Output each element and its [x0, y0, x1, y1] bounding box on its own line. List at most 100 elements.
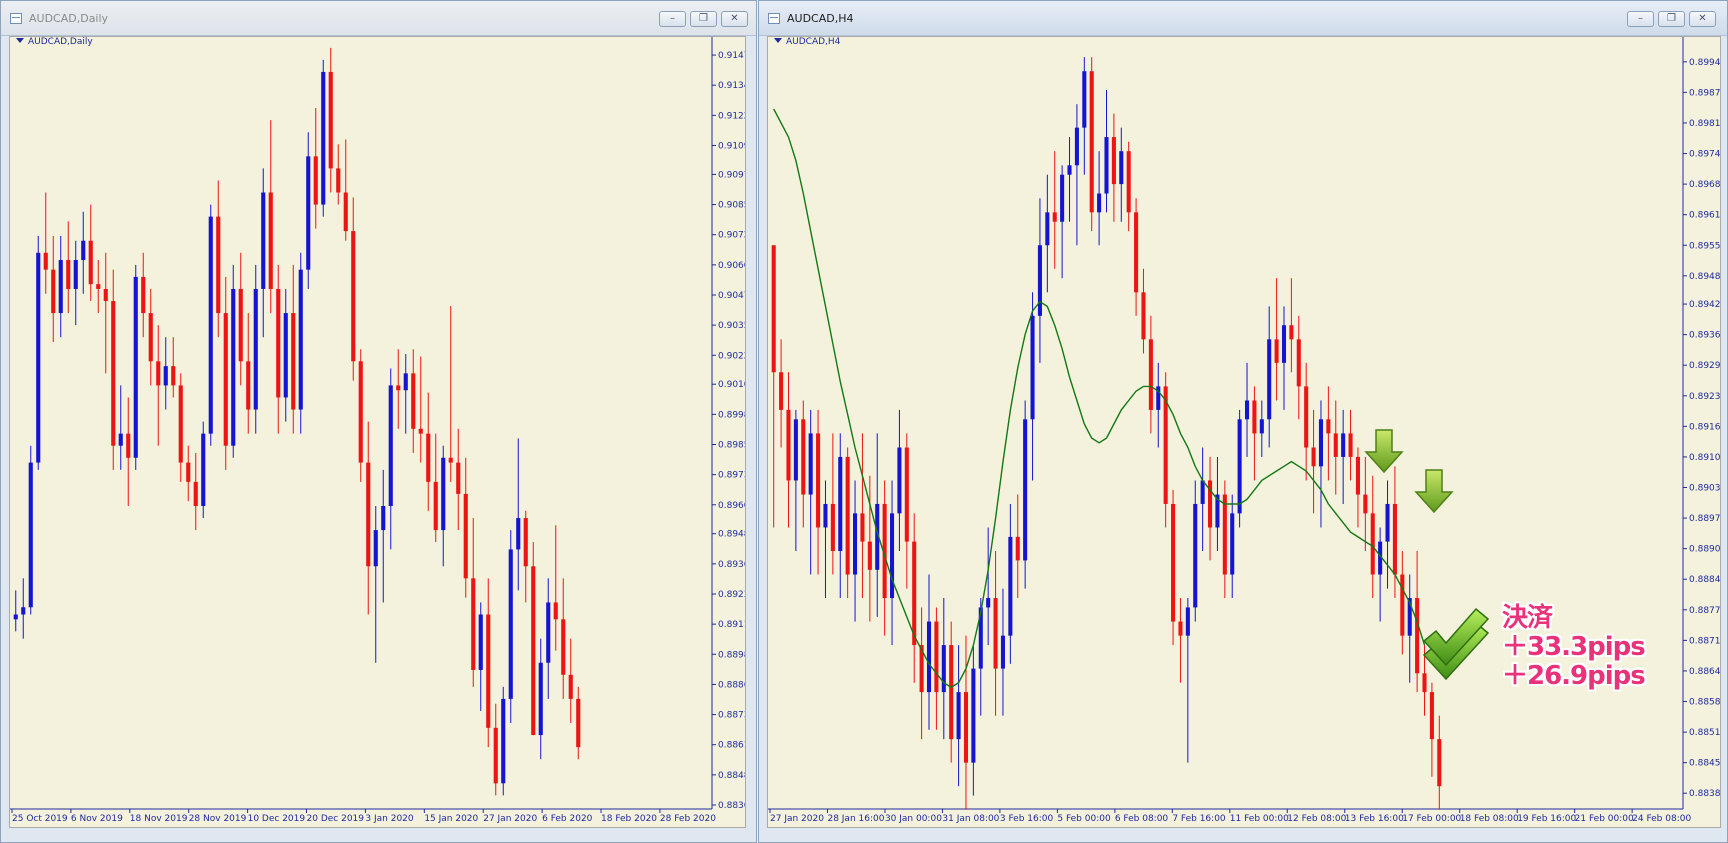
price-tick-label: 0.90725	[718, 231, 745, 241]
candle-bear	[1171, 503, 1176, 622]
candle-bear	[934, 621, 939, 693]
candle-bear	[963, 692, 969, 763]
candle-bear	[246, 361, 251, 410]
candle-bull	[516, 518, 521, 550]
candle-bear	[43, 252, 48, 270]
candle-bull	[403, 373, 408, 391]
minimize-button[interactable]: –	[659, 11, 686, 27]
candle-bear	[463, 493, 468, 579]
candle-bull	[823, 503, 828, 528]
price-tick-label: 0.90475	[718, 291, 745, 301]
symbol-label[interactable]: AUDCAD,Daily	[16, 37, 93, 47]
time-tick-label: 18 Feb 08:00	[1460, 814, 1519, 824]
restore-button[interactable]: ❐	[690, 11, 717, 27]
candle-bear	[1311, 447, 1316, 467]
candle-bull	[441, 457, 446, 531]
price-tick-label: 0.89110	[718, 620, 745, 630]
candle-bull	[956, 692, 961, 740]
candle-bull	[793, 419, 798, 481]
candle-bear	[1126, 151, 1131, 213]
time-tick-label: 7 Feb 16:00	[1172, 814, 1226, 824]
candle-bear	[1429, 692, 1434, 740]
price-tick-label: 0.89745	[1689, 150, 1720, 160]
price-tick-label: 0.89875	[1689, 88, 1720, 98]
time-tick-label: 18 Nov 2019	[130, 814, 188, 824]
window-audcad-daily[interactable]: AUDCAD,Daily – ❐ ✕ AUDCAD,Daily 0.914700…	[0, 0, 757, 843]
time-tick-label: 27 Jan 2020	[770, 814, 824, 824]
candle-bear	[576, 698, 581, 748]
candle-bear	[486, 614, 491, 728]
candle-bull	[1237, 419, 1242, 514]
price-tick-label: 0.90975	[718, 170, 745, 180]
candle-bull	[1030, 315, 1035, 420]
candle-bull	[1045, 212, 1050, 246]
candle-bull	[808, 433, 813, 495]
candle-bear	[141, 276, 146, 314]
price-tick-label: 0.88515	[1689, 728, 1720, 738]
candle-bear	[1348, 433, 1353, 457]
time-tick-label: 17 Feb 00:00	[1402, 814, 1461, 824]
candle-bear	[148, 313, 153, 362]
candle-bear	[493, 727, 498, 784]
candle-bear	[1274, 339, 1279, 363]
candle-bull	[1185, 607, 1190, 636]
candle-bull	[889, 513, 895, 599]
candle-bear	[328, 71, 333, 169]
close-button[interactable]: ✕	[1689, 11, 1716, 27]
price-tick-label: 0.89980	[718, 410, 745, 420]
candle-bull	[897, 447, 902, 514]
restore-button[interactable]: ❐	[1658, 11, 1685, 27]
time-tick-label: 12 Feb 08:00	[1287, 814, 1346, 824]
candle-bull	[838, 456, 843, 551]
candle-bull	[231, 288, 236, 446]
candle-bear	[411, 373, 416, 429]
candle-bear	[276, 288, 281, 398]
chart-area-daily[interactable]: AUDCAD,Daily 0.91470 0.91345 0.91220 0.9109…	[9, 36, 746, 828]
price-tick-label: 0.90105	[718, 380, 745, 390]
title-bar[interactable]: AUDCAD,Daily – ❐ ✕	[1, 1, 756, 36]
minimize-button[interactable]: –	[1627, 11, 1654, 27]
time-tick-label: 31 Jan 08:00	[942, 814, 999, 824]
candle-bear	[1252, 400, 1257, 434]
candle-bull	[298, 269, 303, 410]
candle-bull	[1407, 598, 1412, 636]
candle-bear	[867, 541, 872, 570]
candle-bull	[986, 598, 991, 608]
candle-bull	[261, 192, 266, 289]
annotation-line-pips-2: ＋26.9pips	[1502, 661, 1646, 691]
candle-bear	[1222, 494, 1227, 575]
candle-bull	[373, 530, 378, 567]
price-tick-label: 0.88775	[1689, 606, 1720, 616]
candle-bull	[1000, 635, 1005, 669]
symbol-label[interactable]: AUDCAD,H4	[774, 37, 840, 47]
candle-bear	[471, 578, 476, 670]
dropdown-triangle-icon	[16, 38, 24, 43]
candle-bull	[1267, 339, 1272, 420]
trade-result-annotation: 決済 ＋33.3pips ＋26.9pips	[1502, 604, 1646, 691]
candle-bull	[208, 216, 213, 434]
candle-bear	[238, 288, 243, 362]
candle-bear	[1163, 386, 1168, 504]
candle-bull	[1060, 174, 1065, 222]
price-tick-label: 0.89425	[1689, 300, 1720, 310]
price-tick-label: 0.88985	[718, 650, 745, 660]
price-tick-label: 0.88645	[1689, 667, 1720, 677]
candle-bear	[1326, 419, 1331, 434]
candle-bear	[418, 428, 423, 434]
candle-bear	[51, 269, 56, 314]
chart-area-h4[interactable]: AUDCAD,H4 0.899400.898750.898100.897450.…	[767, 36, 1721, 828]
candle-bear	[1304, 386, 1309, 448]
candle-bull	[1119, 151, 1124, 185]
title-bar[interactable]: AUDCAD,H4 – ❐ ✕	[759, 1, 1727, 36]
candle-bear	[882, 503, 887, 599]
candle-bear	[96, 284, 101, 289]
close-button[interactable]: ✕	[721, 11, 748, 27]
window-title: AUDCAD,H4	[787, 12, 854, 25]
